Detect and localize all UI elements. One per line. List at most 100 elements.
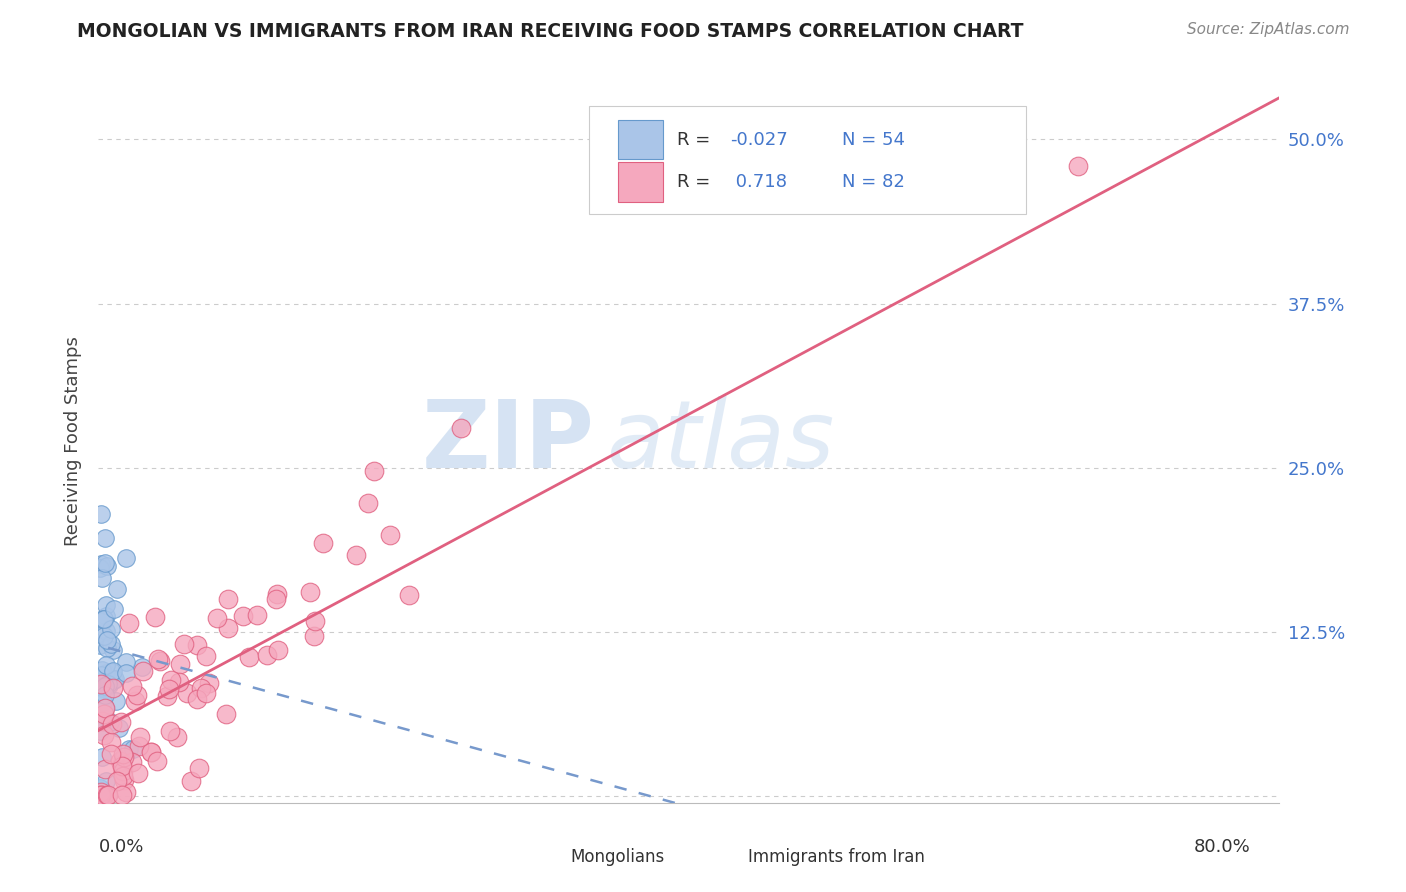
Point	[101, 681, 124, 695]
Point	[256, 648, 278, 662]
Point	[103, 673, 125, 688]
Point	[187, 761, 209, 775]
Point	[93, 706, 115, 721]
Point	[128, 731, 150, 745]
Point	[97, 788, 120, 802]
Point	[143, 610, 166, 624]
Point	[100, 747, 122, 761]
Point	[156, 689, 179, 703]
Point	[93, 788, 115, 802]
Point	[100, 637, 122, 651]
Point	[105, 582, 128, 596]
FancyBboxPatch shape	[619, 162, 664, 202]
Point	[94, 657, 117, 672]
Point	[96, 788, 118, 802]
FancyBboxPatch shape	[713, 845, 742, 870]
Point	[94, 701, 117, 715]
Point	[104, 694, 127, 708]
Point	[146, 652, 169, 666]
Point	[96, 665, 118, 680]
Point	[90, 788, 112, 802]
Point	[304, 629, 326, 643]
Point	[267, 643, 290, 657]
Point	[121, 679, 143, 693]
Point	[111, 768, 134, 782]
Point	[312, 535, 335, 549]
Point	[114, 666, 136, 681]
Text: 80.0%: 80.0%	[1194, 838, 1251, 855]
Text: Immigrants from Iran: Immigrants from Iran	[748, 848, 925, 866]
Point	[108, 722, 131, 736]
Point	[167, 675, 190, 690]
Point	[96, 773, 118, 788]
Text: 0.718: 0.718	[730, 173, 787, 191]
Point	[112, 750, 135, 764]
Point	[96, 640, 118, 655]
Text: R =: R =	[678, 130, 716, 149]
Point	[127, 765, 149, 780]
Point	[180, 773, 202, 788]
Point	[145, 754, 167, 768]
Point	[91, 663, 114, 677]
Point	[93, 728, 115, 742]
Point	[97, 677, 120, 691]
Point	[93, 629, 115, 643]
Point	[90, 677, 112, 691]
Point	[238, 650, 260, 665]
Text: Mongolians: Mongolians	[571, 848, 665, 866]
Point	[159, 723, 181, 738]
Point	[111, 788, 134, 802]
Point	[90, 788, 112, 802]
Point	[111, 747, 134, 761]
Point	[104, 673, 127, 687]
Point	[173, 637, 195, 651]
Point	[139, 746, 162, 760]
Point	[131, 660, 153, 674]
Point	[111, 764, 134, 778]
Point	[93, 612, 115, 626]
Point	[246, 608, 269, 623]
Point	[94, 557, 117, 571]
Point	[298, 584, 321, 599]
Point	[266, 587, 288, 601]
Point	[217, 592, 239, 607]
Point	[344, 549, 367, 563]
Point	[96, 624, 118, 639]
Point	[111, 756, 134, 771]
Point	[190, 681, 212, 695]
Point	[356, 495, 378, 509]
Point	[93, 679, 115, 693]
Point	[125, 688, 148, 702]
Text: -0.027: -0.027	[730, 130, 787, 149]
Point	[186, 692, 208, 706]
Point	[90, 558, 112, 572]
Point	[94, 715, 117, 730]
Point	[93, 681, 115, 695]
Point	[112, 772, 135, 787]
Point	[115, 785, 138, 799]
Point	[89, 675, 111, 690]
Point	[450, 421, 472, 435]
Point	[90, 785, 112, 799]
Point	[93, 701, 115, 715]
Point	[90, 681, 112, 695]
Y-axis label: Receiving Food Stamps: Receiving Food Stamps	[65, 336, 83, 547]
Point	[94, 608, 117, 623]
Point	[132, 664, 155, 678]
FancyBboxPatch shape	[536, 845, 565, 870]
Point	[115, 656, 138, 670]
Point	[98, 714, 121, 729]
Point	[90, 668, 112, 682]
Point	[91, 571, 114, 585]
Point	[266, 591, 288, 606]
Point	[90, 507, 112, 521]
Point	[363, 464, 385, 478]
Point	[124, 694, 146, 708]
Point	[118, 741, 141, 756]
Point	[122, 742, 145, 756]
Point	[97, 676, 120, 690]
Point	[94, 762, 117, 776]
Point	[90, 714, 112, 728]
Point	[94, 531, 117, 545]
Point	[141, 746, 163, 760]
